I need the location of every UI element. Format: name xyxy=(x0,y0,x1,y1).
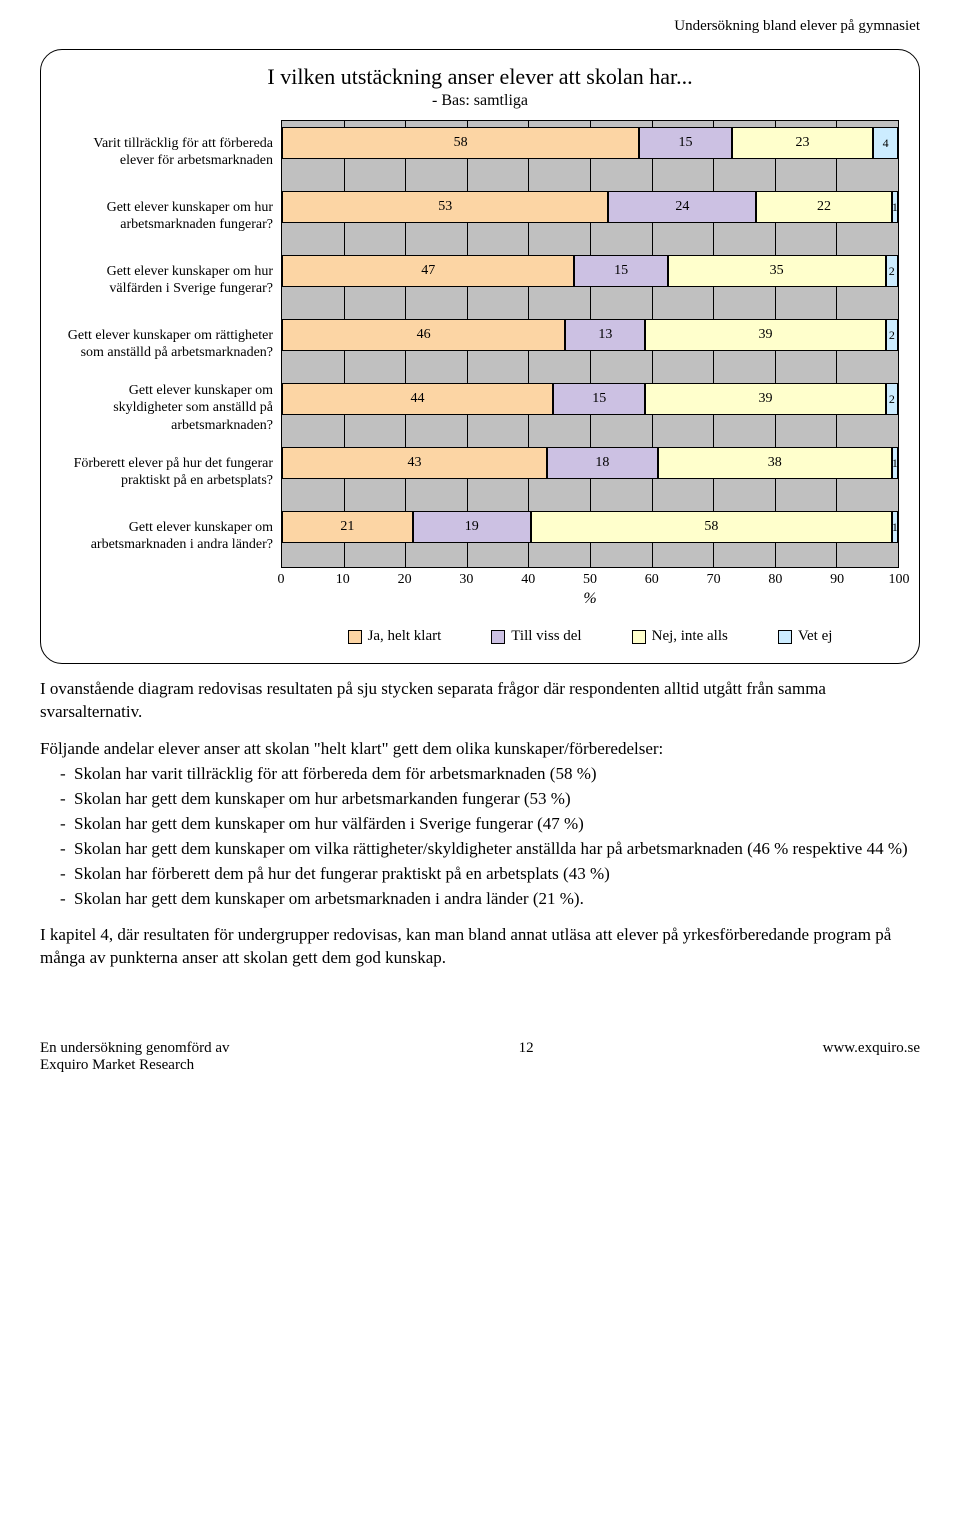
row-label: Förberett elever på hur det fungerar pra… xyxy=(61,440,281,504)
footer-page-number: 12 xyxy=(519,1040,534,1074)
bullet-list: Skolan har varit tillräcklig för att för… xyxy=(40,763,920,911)
plot-wrap: 5815234532422147153524613392441539243183… xyxy=(281,120,899,645)
bar-track: 5815234 xyxy=(282,127,898,159)
bar-segment: 13 xyxy=(565,319,645,351)
bar-track: 4715352 xyxy=(282,255,898,287)
footer-right: www.exquiro.se xyxy=(823,1040,920,1074)
bar-segment: 23 xyxy=(732,127,874,159)
bar-segment: 43 xyxy=(282,447,547,479)
bar-segment: 19 xyxy=(413,511,531,543)
bar-track: 4613392 xyxy=(282,319,898,351)
bullet-item: Skolan har gett dem kunskaper om vilka r… xyxy=(60,838,920,861)
bar-segment: 1 xyxy=(892,511,898,543)
paragraph-3: I kapitel 4, där resultaten för undergru… xyxy=(40,924,920,970)
bar-segment: 47 xyxy=(282,255,574,287)
x-axis: 0102030405060708090100 xyxy=(281,568,899,572)
bar-track: 2119581 xyxy=(282,511,898,543)
bar-segment: 18 xyxy=(547,447,658,479)
bar-segment: 2 xyxy=(886,319,898,351)
bullet-item: Skolan har gett dem kunskaper om arbetsm… xyxy=(60,888,920,911)
bar-segment: 38 xyxy=(658,447,892,479)
legend: Ja, helt klart Till viss del Nej, inte all… xyxy=(281,628,899,645)
chart-title: I vilken utstäckning anser elever att sk… xyxy=(61,64,899,90)
paragraph-2-intro: Följande andelar elever anser att skolan… xyxy=(40,738,920,761)
bar-segment: 15 xyxy=(574,255,667,287)
row-label: Gett elever kunskaper om arbetsmarknaden… xyxy=(61,504,281,568)
bar-segment: 22 xyxy=(756,191,892,223)
bullet-item: Skolan har gett dem kunskaper om hur väl… xyxy=(60,813,920,836)
plot-area: 5815234532422147153524613392441539243183… xyxy=(281,120,899,568)
bar-segment: 39 xyxy=(645,319,885,351)
page-header: Undersökning bland elever på gymnasiet xyxy=(0,0,960,41)
footer-left: En undersökning genomförd av Exquiro Mar… xyxy=(40,1040,230,1074)
paragraph-1: I ovanstående diagram redovisas resultat… xyxy=(40,678,920,724)
legend-swatch xyxy=(348,630,362,644)
bar-segment: 21 xyxy=(282,511,413,543)
chart-body: Varit tillräcklig för att förbereda elev… xyxy=(61,120,899,645)
bar-segment: 1 xyxy=(892,447,898,479)
bar-segment: 24 xyxy=(608,191,756,223)
bar-segment: 2 xyxy=(886,383,898,415)
bar-segment: 58 xyxy=(531,511,892,543)
bullet-item: Skolan har förberett dem på hur det fung… xyxy=(60,863,920,886)
legend-label: Ja, helt klart xyxy=(368,628,442,645)
bar-segment: 1 xyxy=(892,191,898,223)
bar-segment: 44 xyxy=(282,383,553,415)
footer: En undersökning genomförd av Exquiro Mar… xyxy=(40,1040,920,1074)
axis-label: % xyxy=(281,590,899,608)
legend-swatch xyxy=(632,630,646,644)
bar-segment: 35 xyxy=(668,255,886,287)
body-text: I ovanstående diagram redovisas resultat… xyxy=(40,678,920,970)
bullet-item: Skolan har varit tillräcklig för att för… xyxy=(60,763,920,786)
legend-label: Till viss del xyxy=(511,628,581,645)
chart-panel: I vilken utstäckning anser elever att sk… xyxy=(40,49,920,664)
row-label: Gett elever kunskaper om rättigheter som… xyxy=(61,312,281,376)
doc-title: Undersökning bland elever på gymnasiet xyxy=(674,18,920,34)
legend-item: Nej, inte alls xyxy=(632,628,728,645)
bar-segment: 58 xyxy=(282,127,639,159)
bullet-item: Skolan har gett dem kunskaper om hur arb… xyxy=(60,788,920,811)
legend-label: Vet ej xyxy=(798,628,833,645)
bar-segment: 15 xyxy=(553,383,645,415)
legend-item: Ja, helt klart xyxy=(348,628,442,645)
footer-left-line1: En undersökning genomförd av xyxy=(40,1040,230,1056)
row-label: Gett elever kunskaper om skyldigheter so… xyxy=(61,376,281,440)
bar-segment: 15 xyxy=(639,127,731,159)
bar-segment: 2 xyxy=(886,255,898,287)
bar-segment: 39 xyxy=(645,383,885,415)
legend-item: Till viss del xyxy=(491,628,581,645)
row-labels: Varit tillräcklig för att förbereda elev… xyxy=(61,120,281,645)
bar-track: 4415392 xyxy=(282,383,898,415)
chart-subtitle: - Bas: samtliga xyxy=(61,92,899,110)
legend-swatch xyxy=(778,630,792,644)
footer-left-line2: Exquiro Market Research xyxy=(40,1057,194,1073)
bar-segment: 53 xyxy=(282,191,608,223)
row-label: Varit tillräcklig för att förbereda elev… xyxy=(61,120,281,184)
legend-item: Vet ej xyxy=(778,628,833,645)
bar-segment: 4 xyxy=(873,127,898,159)
row-label: Gett elever kunskaper om hur välfärden i… xyxy=(61,248,281,312)
legend-swatch xyxy=(491,630,505,644)
row-label: Gett elever kunskaper om hur arbetsmarkn… xyxy=(61,184,281,248)
bar-track: 4318381 xyxy=(282,447,898,479)
bar-segment: 46 xyxy=(282,319,565,351)
legend-label: Nej, inte alls xyxy=(652,628,728,645)
bar-track: 5324221 xyxy=(282,191,898,223)
